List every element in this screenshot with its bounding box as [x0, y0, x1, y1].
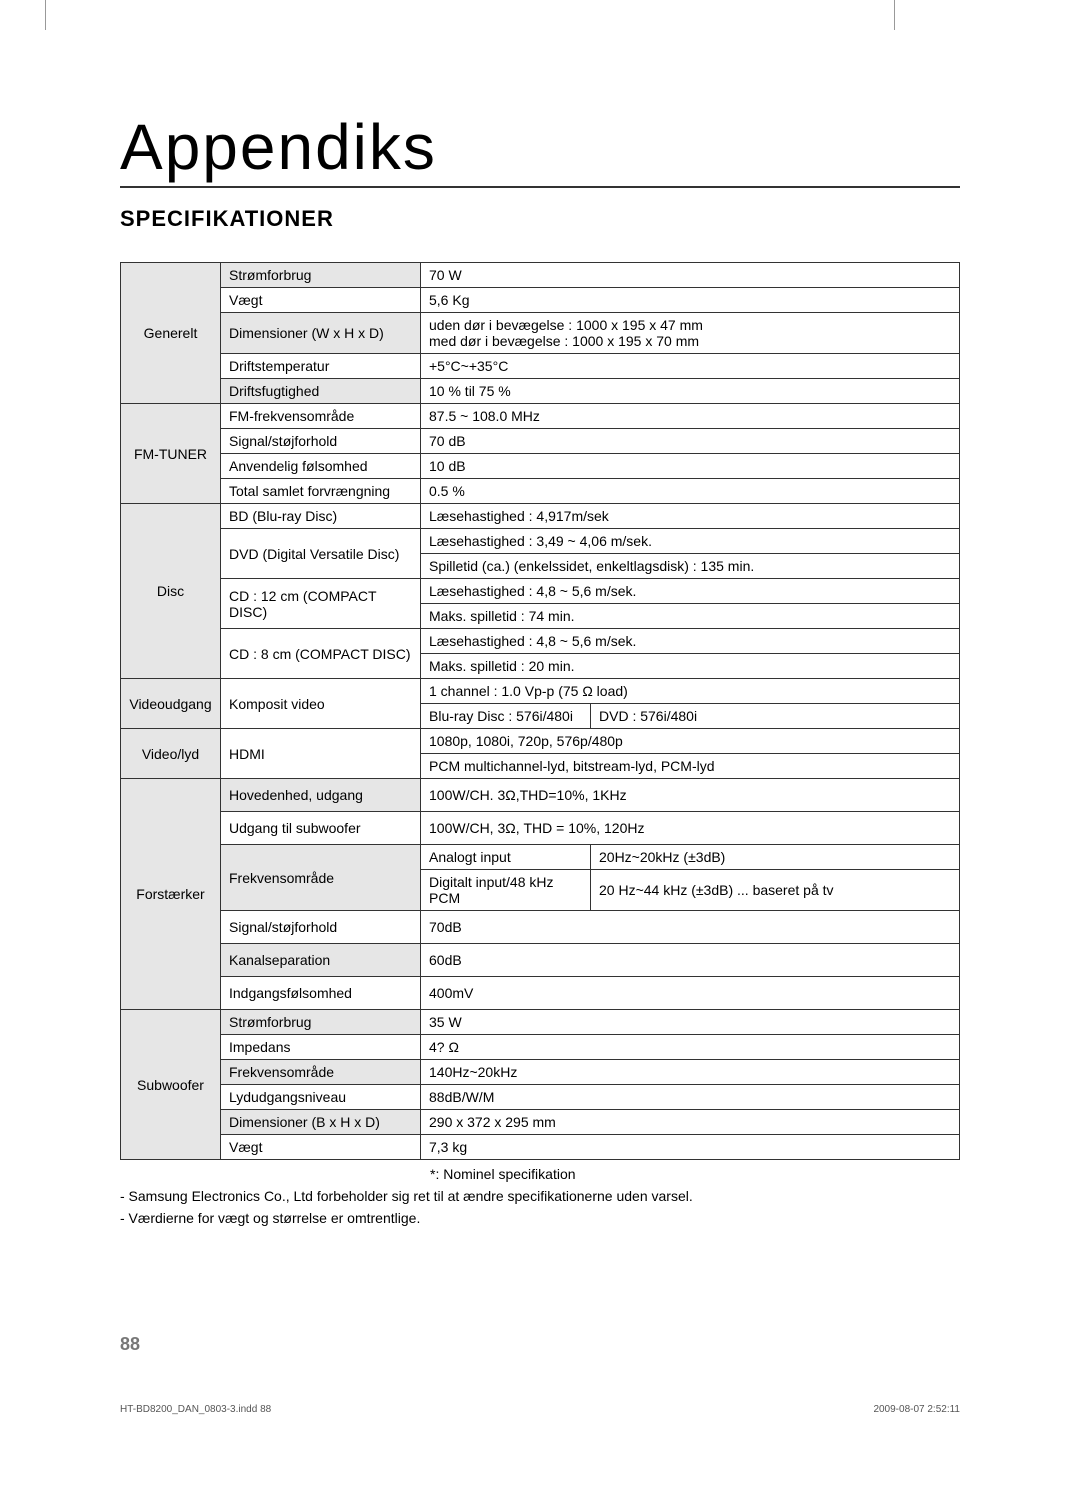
- footnote: *: Nominel specifikation: [430, 1166, 960, 1182]
- spec-label: Vægt: [221, 288, 421, 313]
- spec-label: Dimensioner (B x H x D): [221, 1110, 421, 1135]
- spec-label: Kanalseparation: [221, 944, 421, 977]
- spec-value: DVD : 576i/480i: [591, 704, 960, 729]
- spec-value: Læsehastighed : 3,49 ~ 4,06 m/sek.: [421, 529, 960, 554]
- spec-value: 35 W: [421, 1010, 960, 1035]
- crop-mark: [894, 0, 895, 30]
- section-fm: FM-TUNER: [121, 404, 221, 504]
- spec-label: Lydudgangsniveau: [221, 1085, 421, 1110]
- spec-value: Blu-ray Disc : 576i/480i: [421, 704, 591, 729]
- spec-value: Analogt input: [421, 845, 591, 870]
- spec-value: 140Hz~20kHz: [421, 1060, 960, 1085]
- section-videoout: Videoudgang: [121, 679, 221, 729]
- spec-value: 100W/CH. 3Ω,THD=10%, 1KHz: [421, 779, 960, 812]
- spec-label: Frekvensområde: [221, 845, 421, 911]
- spec-label: Anvendelig følsomhed: [221, 454, 421, 479]
- spec-value: 400mV: [421, 977, 960, 1010]
- spec-value: 70 dB: [421, 429, 960, 454]
- spec-label: Komposit video: [221, 679, 421, 729]
- spec-value: 1080p, 1080i, 720p, 576p/480p: [421, 729, 960, 754]
- spec-value: Digitalt input/48 kHz PCM: [421, 870, 591, 911]
- spec-value: 60dB: [421, 944, 960, 977]
- section-amp: Forstærker: [121, 779, 221, 1010]
- page-title: Appendiks: [120, 110, 960, 188]
- content: Appendiks SPECIFIKATIONER Generelt Strøm…: [120, 110, 960, 1226]
- spec-label: Frekvensområde: [221, 1060, 421, 1085]
- spec-value: 290 x 372 x 295 mm: [421, 1110, 960, 1135]
- spec-value: Læsehastighed : 4,8 ~ 5,6 m/sek.: [421, 579, 960, 604]
- section-videolyd: Video/lyd: [121, 729, 221, 779]
- spec-value: Maks. spilletid : 74 min.: [421, 604, 960, 629]
- spec-value: 70 W: [421, 263, 960, 288]
- spec-label: Driftstemperatur: [221, 354, 421, 379]
- footnote: - Værdierne for vægt og størrelse er omt…: [120, 1210, 960, 1226]
- spec-label: Total samlet forvrængning: [221, 479, 421, 504]
- spec-value: 20 Hz~44 kHz (±3dB) ... baseret på tv: [591, 870, 960, 911]
- spec-value: uden dør i bevægelse : 1000 x 195 x 47 m…: [421, 313, 960, 354]
- spec-value: Læsehastighed : 4,917m/sek: [421, 504, 960, 529]
- page-number: 88: [120, 1334, 140, 1355]
- spec-value: 88dB/W/M: [421, 1085, 960, 1110]
- spec-label: FM-frekvensområde: [221, 404, 421, 429]
- spec-value: Læsehastighed : 4,8 ~ 5,6 m/sek.: [421, 629, 960, 654]
- spec-value: 70dB: [421, 911, 960, 944]
- section-heading: SPECIFIKATIONER: [120, 206, 960, 232]
- spec-label: CD : 12 cm (COMPACT DISC): [221, 579, 421, 629]
- spec-label: Impedans: [221, 1035, 421, 1060]
- crop-mark: [45, 0, 46, 30]
- timestamp: 2009-08-07 2:52:11: [873, 1404, 960, 1415]
- spec-value: 1 channel : 1.0 Vp-p (75 Ω load): [421, 679, 960, 704]
- section-disc: Disc: [121, 504, 221, 679]
- spec-label: Signal/støjforhold: [221, 911, 421, 944]
- spec-value: Maks. spilletid : 20 min.: [421, 654, 960, 679]
- spec-value: 10 % til 75 %: [421, 379, 960, 404]
- spec-label: Dimensioner (W x H x D): [221, 313, 421, 354]
- spec-value: 87.5 ~ 108.0 MHz: [421, 404, 960, 429]
- page: Appendiks SPECIFIKATIONER Generelt Strøm…: [0, 0, 1080, 1485]
- spec-value: +5°C~+35°C: [421, 354, 960, 379]
- spec-label: CD : 8 cm (COMPACT DISC): [221, 629, 421, 679]
- spec-value: 7,3 kg: [421, 1135, 960, 1160]
- spec-value: 10 dB: [421, 454, 960, 479]
- footnote: - Samsung Electronics Co., Ltd forbehold…: [120, 1188, 960, 1204]
- spec-label: Indgangsfølsomhed: [221, 977, 421, 1010]
- doc-id: HT-BD8200_DAN_0803-3.indd 88: [120, 1404, 271, 1415]
- spec-label: DVD (Digital Versatile Disc): [221, 529, 421, 579]
- spec-label: HDMI: [221, 729, 421, 779]
- section-subwoofer: Subwoofer: [121, 1010, 221, 1160]
- spec-value: 0.5 %: [421, 479, 960, 504]
- spec-label: Driftsfugtighed: [221, 379, 421, 404]
- spec-table: Generelt Strømforbrug 70 W Vægt 5,6 Kg D…: [120, 262, 960, 1160]
- spec-label: Udgang til subwoofer: [221, 812, 421, 845]
- spec-label: Hovedenhed, udgang: [221, 779, 421, 812]
- spec-label: Signal/støjforhold: [221, 429, 421, 454]
- section-generelt: Generelt: [121, 263, 221, 404]
- spec-label: Strømforbrug: [221, 1010, 421, 1035]
- spec-value: PCM multichannel-lyd, bitstream-lyd, PCM…: [421, 754, 960, 779]
- spec-value: 4? Ω: [421, 1035, 960, 1060]
- spec-value: 100W/CH, 3Ω, THD = 10%, 120Hz: [421, 812, 960, 845]
- spec-value: Spilletid (ca.) (enkelssidet, enkeltlags…: [421, 554, 960, 579]
- spec-label: BD (Blu-ray Disc): [221, 504, 421, 529]
- spec-label: Vægt: [221, 1135, 421, 1160]
- spec-value: 5,6 Kg: [421, 288, 960, 313]
- spec-label: Strømforbrug: [221, 263, 421, 288]
- spec-value: 20Hz~20kHz (±3dB): [591, 845, 960, 870]
